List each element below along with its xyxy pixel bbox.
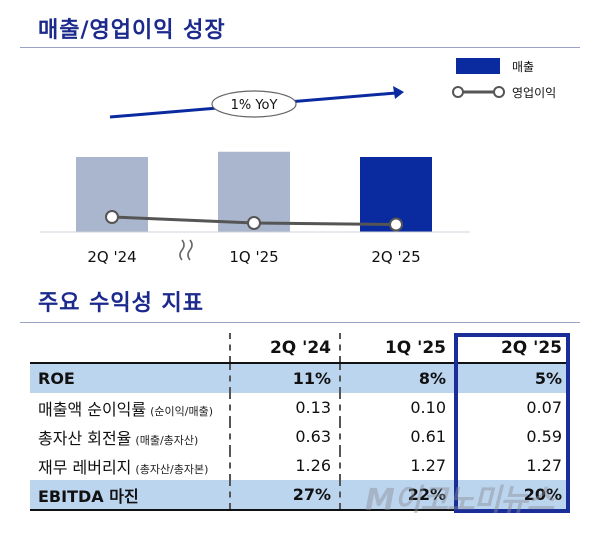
table-row: EBITDA 마진 27% 22% 20% [30,480,570,511]
table-cell: 5% [454,363,570,393]
row-label-formula: (매출/총자산) [135,433,199,447]
row-label: 총자산 회전율 (매출/총자산) [30,422,230,451]
legend-label: 영업이익 [512,86,556,100]
x-tick-label: 2Q '24 [87,248,136,266]
table-cell: 27% [229,480,340,511]
column-header: 2Q '24 [229,333,340,364]
line-point [247,216,261,230]
table-row: ROE 11% 8% 5% [30,363,570,393]
table-cell: 1.26 [229,451,340,480]
row-label: EBITDA 마진 [30,480,230,511]
table-cell: 8% [339,363,454,393]
row-label-formula: (총자산/총자본) [135,462,209,476]
column-header [30,333,230,364]
table-cell: 20% [454,480,570,511]
x-tick-label: 2Q '25 [371,248,420,266]
table-row: 총자산 회전율 (매출/총자산) 0.63 0.61 0.59 [30,422,570,451]
column-header: 2Q '25 [454,333,570,364]
row-label-text: ROE [38,369,75,388]
arrow-head-icon [393,86,404,99]
divider [20,322,580,323]
x-tick-label: 1Q '25 [229,248,278,266]
legend-marker [493,86,505,98]
legend-marker [452,86,464,98]
row-label-formula: (순이익/매출) [150,404,214,418]
table-row: 매출액 순이익률 (순이익/매출) 0.13 0.10 0.07 [30,393,570,422]
row-label-text: EBITDA 마진 [38,486,139,506]
table-cell: 1.27 [526,456,562,475]
table-cell: 0.13 [229,393,340,422]
watermark: M이코노미뉴스 [365,483,554,518]
table-header-row: 2Q '24 1Q '25 2Q '25 [30,333,570,364]
metrics-table: 2Q '24 1Q '25 2Q '25 ROE 11% 8% 5% 매출액 순이익률(… [30,333,570,511]
legend-swatch-bar [456,58,500,74]
row-label: ROE [30,363,230,393]
divider [20,47,580,48]
table-cell: 1.27 [339,451,454,480]
table-cell: 11% [229,363,340,393]
row-label: 매출액 순이익률 (순이익/매출) [30,393,230,422]
table-cell: 0.63 [229,422,340,451]
row-label-text: 재무 레버리지 [38,457,132,477]
column-header: 1Q '25 [339,333,454,364]
table-cell: 0.07 [526,398,562,417]
section-title-metrics: 주요 수익성 지표 [38,291,204,316]
row-label-text: 총자산 회전율 [38,428,132,448]
legend-label: 매출 [512,60,534,74]
yoy-badge [211,90,297,118]
table-cell: 0.10 [339,393,454,422]
axis-break-icon [179,239,193,261]
line-point [389,217,403,232]
table-cell: 0.59 [526,427,562,446]
table-row: 재무 레버리지 (총자산/총자본) 1.26 1.27 1.27 [30,451,570,480]
row-label-text: 매출액 순이익률 [38,399,147,419]
yoy-label: 1% YoY [231,98,278,113]
table-cell: 22% [339,480,454,511]
section-title-growth: 매출/영업이익 성장 [38,18,226,43]
line-point [105,210,119,224]
table-cell: 0.61 [339,422,454,451]
row-label: 재무 레버리지 (총자산/총자본) [30,451,230,480]
